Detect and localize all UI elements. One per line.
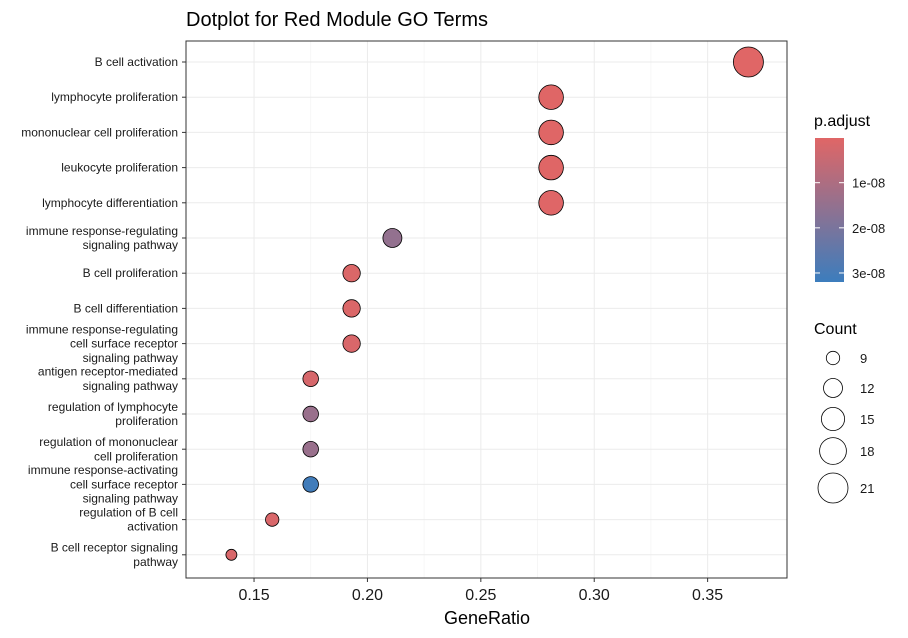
y-tick-label: regulation of mononuclear cell proliferat… bbox=[39, 435, 178, 463]
size-legend: Count 9 12 15 18 21 bbox=[814, 321, 874, 504]
y-tick-label: B cell proliferation bbox=[83, 266, 178, 280]
data-point bbox=[225, 548, 238, 561]
color-legend-label: 2e-08 bbox=[852, 221, 885, 236]
x-tick-label: 0.30 bbox=[579, 587, 610, 604]
y-tick-label: regulation of lymphocyte proliferation bbox=[48, 400, 178, 428]
size-legend-key bbox=[819, 437, 847, 465]
data-point bbox=[733, 46, 764, 78]
y-tick-label: B cell differentiation bbox=[73, 301, 178, 315]
data-point bbox=[302, 441, 319, 458]
y-tick-label: B cell receptor signaling pathway bbox=[51, 541, 178, 569]
x-tick-label: 0.35 bbox=[692, 587, 723, 604]
y-tick-label: leukocyte proliferation bbox=[61, 161, 178, 175]
color-legend-bar bbox=[815, 138, 844, 282]
color-legend-title: p.adjust bbox=[814, 113, 871, 130]
data-point bbox=[538, 190, 564, 216]
data-points bbox=[225, 46, 764, 561]
size-legend-label: 21 bbox=[860, 481, 874, 496]
y-axis-tick-labels: B cell activation lymphocyte proliferatio… bbox=[21, 55, 186, 569]
data-point bbox=[342, 334, 361, 353]
plot-panel bbox=[185, 40, 788, 579]
y-tick-label: immune response-activating cell surface r… bbox=[28, 463, 178, 505]
chart-title: Dotplot for Red Module GO Terms bbox=[186, 9, 488, 31]
data-point bbox=[302, 476, 319, 493]
y-tick-label: immune response-regulating signaling path… bbox=[26, 224, 178, 252]
y-tick-label: lymphocyte differentiation bbox=[42, 196, 178, 210]
y-tick-label: antigen receptor-mediated signaling pathw… bbox=[38, 365, 178, 393]
y-tick-label: regulation of B cell activation bbox=[79, 506, 178, 534]
size-legend-key bbox=[823, 378, 843, 398]
x-axis-title: GeneRatio bbox=[444, 608, 530, 628]
grid-lines bbox=[186, 41, 787, 578]
size-legend-label: 15 bbox=[860, 412, 874, 427]
size-legend-label: 18 bbox=[860, 444, 874, 459]
x-axis-tick-labels: 0.15 0.20 0.25 0.30 0.35 bbox=[238, 578, 723, 604]
data-point bbox=[342, 299, 361, 318]
y-tick-label: B cell activation bbox=[95, 55, 178, 69]
y-tick-label: mononuclear cell proliferation bbox=[21, 125, 178, 139]
color-legend-label: 3e-08 bbox=[852, 266, 885, 281]
data-point bbox=[538, 154, 564, 181]
data-point bbox=[342, 264, 361, 283]
size-legend-title: Count bbox=[814, 321, 857, 338]
size-legend-key bbox=[821, 406, 846, 431]
color-legend: p.adjust 1e-08 2e-08 3e-08 bbox=[814, 113, 885, 282]
size-legend-key bbox=[817, 472, 849, 504]
data-point bbox=[382, 228, 403, 248]
size-legend-label: 9 bbox=[860, 351, 867, 366]
size-legend-label: 12 bbox=[860, 381, 874, 396]
size-legend-key bbox=[825, 350, 841, 366]
data-point bbox=[538, 119, 564, 146]
color-legend-label: 1e-08 bbox=[852, 176, 885, 191]
x-tick-label: 0.25 bbox=[465, 587, 496, 604]
y-tick-label: lymphocyte proliferation bbox=[51, 90, 178, 104]
data-point bbox=[538, 84, 564, 110]
data-point bbox=[302, 370, 319, 388]
y-tick-label: immune response-regulating cell surface r… bbox=[26, 322, 178, 364]
data-point bbox=[265, 512, 280, 527]
data-point bbox=[302, 405, 319, 423]
x-tick-label: 0.15 bbox=[238, 587, 269, 604]
x-tick-label: 0.20 bbox=[352, 587, 383, 604]
